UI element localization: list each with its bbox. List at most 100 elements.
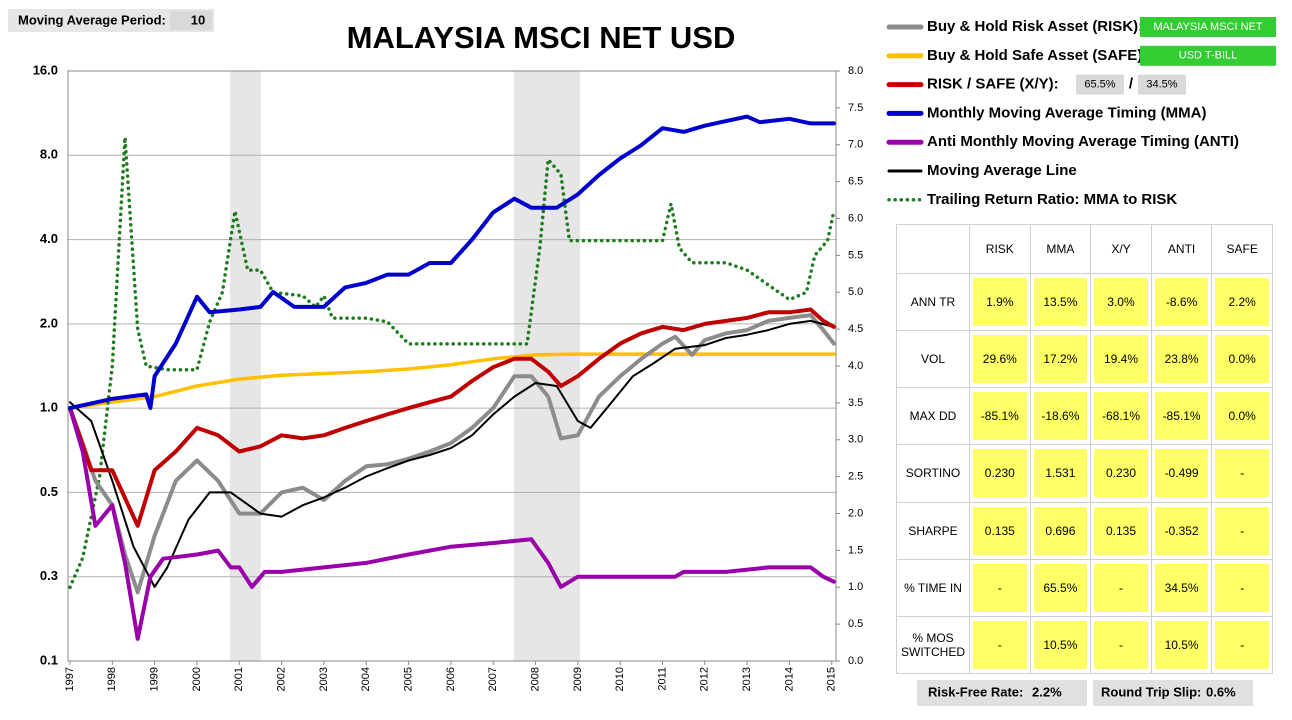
table-cell-box: -8.6% xyxy=(1150,272,1213,332)
table-cell-box: 0.230 xyxy=(1090,444,1152,503)
legend-label: Buy & Hold Safe Asset (SAFE): xyxy=(927,47,1147,64)
y-tick-label: 1.0 xyxy=(40,400,58,415)
table-cell-box: - xyxy=(1090,558,1152,617)
series-line xyxy=(68,135,836,590)
table-cell: 0.230 xyxy=(1094,449,1148,498)
table-cell-box: 0.0% xyxy=(1211,387,1273,446)
table-cell-box: 2.2% xyxy=(1211,272,1273,332)
y2-tick-label: 4.0 xyxy=(848,360,863,372)
footer-label: Risk-Free Rate: xyxy=(928,684,1023,699)
table-cell-box: 0.696 xyxy=(1029,501,1092,560)
table-row: SHARPE 0.135 0.696 0.135 -0.352- xyxy=(896,501,1273,560)
table-cell: 1.531 xyxy=(1033,449,1088,498)
legend-tag-box xyxy=(1140,17,1276,37)
table-cell-box: -18.6% xyxy=(1029,387,1092,446)
column-header: ANTI xyxy=(1150,224,1213,274)
table-cell: -0.352 xyxy=(1154,506,1209,555)
y2-tick-label: 0.0 xyxy=(848,655,863,667)
y2-tick-label: 2.0 xyxy=(848,507,863,519)
row-label: ANN TR xyxy=(896,272,970,332)
footer-label: Round Trip Slip: xyxy=(1101,684,1201,699)
table-cell-box: 29.6% xyxy=(969,330,1031,389)
legend-label: Monthly Moving Average Timing (MMA) xyxy=(927,104,1206,121)
x-tick-label: 2010 xyxy=(614,667,626,691)
x-tick-label: 2008 xyxy=(529,667,541,691)
legend-label: Trailing Return Ratio: MMA to RISK xyxy=(927,191,1177,208)
table-cell: - xyxy=(973,620,1027,669)
table-cell-box: - xyxy=(1090,615,1152,675)
table-cell-box: -0.352 xyxy=(1150,501,1213,560)
table-cell: -85.1% xyxy=(973,392,1027,441)
table-cell: 13.5% xyxy=(1033,278,1088,327)
table-cell: 0.696 xyxy=(1033,506,1088,555)
x-tick-label: 2013 xyxy=(741,667,753,691)
row-label: % TIME IN xyxy=(896,558,970,617)
series-line xyxy=(68,307,836,528)
x-tick-label: 2015 xyxy=(826,667,838,691)
y-tick-label: 2.0 xyxy=(40,315,58,330)
y2-tick-label: 1.5 xyxy=(848,544,863,556)
table-row: ANN TR 1.9% 13.5% 3.0% -8.6% 2.2% xyxy=(896,272,1273,332)
table-cell: 0.135 xyxy=(973,506,1027,555)
table-cell-box: -85.1% xyxy=(969,387,1031,446)
y2-tick-label: 6.0 xyxy=(848,212,863,224)
table-cell: 1.9% xyxy=(973,278,1027,327)
table-row: SORTINO 0.230 1.531 0.230 -0.499- xyxy=(896,444,1273,503)
table-cell-box: 34.5% xyxy=(1150,558,1213,617)
series-line xyxy=(68,352,836,410)
legend-tag: MALAYSIA MSCI NET xyxy=(1153,21,1262,33)
y-tick-label: 16.0 xyxy=(33,62,58,77)
table-cell: -68.1% xyxy=(1094,392,1148,441)
x-tick-label: 2009 xyxy=(572,667,584,691)
table-header-row: RISK MMA X/Y ANTI SAFE xyxy=(896,224,1273,274)
row-label: SORTINO xyxy=(896,444,970,503)
table-cell-box: 19.4% xyxy=(1090,330,1152,389)
chart-title: MALAYSIA MSCI NET USD xyxy=(347,20,736,55)
series-line xyxy=(68,114,836,411)
table-cell-box: - xyxy=(1211,615,1273,675)
table-cell: -18.6% xyxy=(1033,392,1088,441)
table-cell-box: 0.230 xyxy=(969,444,1031,503)
table-cell: 3.0% xyxy=(1094,278,1148,327)
table-cell-box: 10.5% xyxy=(1029,615,1092,675)
x-tick-label: 2005 xyxy=(402,667,414,691)
table-cell-box: 1.9% xyxy=(969,272,1031,332)
settings-value: 10 xyxy=(191,12,205,27)
table-cell-box: - xyxy=(1211,444,1273,503)
y2-tick-label: 8.0 xyxy=(848,65,863,77)
table-row: VOL 29.6% 17.2% 19.4% 23.8% 0.0% xyxy=(896,330,1273,389)
legend-tag: 34.5% xyxy=(1146,79,1177,91)
footer-box xyxy=(1093,680,1253,706)
table-cell: 0.0% xyxy=(1215,392,1269,441)
x-tick-label: 2000 xyxy=(191,667,203,691)
table-cell-box: -85.1% xyxy=(1150,387,1213,446)
y2-tick-label: 5.0 xyxy=(848,286,863,298)
column-header: X/Y xyxy=(1090,224,1152,274)
table-cell: 0.135 xyxy=(1094,506,1148,555)
y2-tick-label: 0.5 xyxy=(848,618,863,630)
table-cell: 23.8% xyxy=(1154,335,1209,384)
table-cell-box: 0.135 xyxy=(969,501,1031,560)
table-cell: 29.6% xyxy=(973,335,1027,384)
table-cell: - xyxy=(1094,563,1148,612)
table-row: % TIME IN -65.5% -34.5% - xyxy=(896,558,1273,617)
y2-tick-label: 3.5 xyxy=(848,397,863,409)
column-header: SAFE xyxy=(1211,224,1273,274)
shaded-region xyxy=(513,71,580,661)
series-line xyxy=(68,313,836,595)
x-tick-label: 2006 xyxy=(445,667,457,691)
shaded-region xyxy=(229,71,261,661)
column-header: MMA xyxy=(1029,224,1092,274)
table-cell: - xyxy=(1215,506,1269,555)
table-cell: 34.5% xyxy=(1154,563,1209,612)
legend-tag: 65.5% xyxy=(1084,79,1115,91)
table-cell: 65.5% xyxy=(1033,563,1088,612)
table-cell: 0.230 xyxy=(973,449,1027,498)
stats-table: RISK MMA X/Y ANTI SAFE ANN TR 1.9% 13.5% 3.0% -8.… xyxy=(896,224,1273,675)
y2-tick-label: 7.5 xyxy=(848,102,863,114)
table-cell-box: 65.5% xyxy=(1029,558,1092,617)
table-corner xyxy=(896,224,970,274)
table-cell: - xyxy=(1094,620,1148,669)
y2-tick-label: 2.5 xyxy=(848,471,863,483)
